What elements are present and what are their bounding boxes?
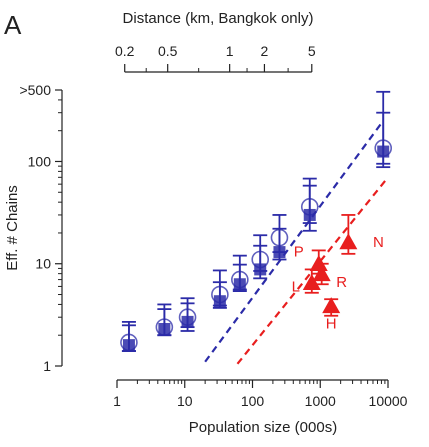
trend-line <box>204 120 385 363</box>
y-tick-label: 100 <box>28 153 52 169</box>
data-point-circle <box>178 308 197 327</box>
panel-label: A <box>4 10 22 40</box>
x-axis-title: Population size (000s) <box>189 419 337 436</box>
data-point-triangle <box>339 233 358 250</box>
data-point-circle <box>155 318 174 336</box>
data-point-circle <box>270 228 289 247</box>
top-axis-title: Distance (km, Bangkok only) <box>123 10 314 27</box>
x-tick-label: 10 <box>177 393 193 409</box>
x-tick-label: 10000 <box>369 393 408 409</box>
data-point-circle <box>300 198 319 216</box>
y-tick-label: >500 <box>19 82 51 98</box>
point-label: P <box>294 244 304 261</box>
point-label: L <box>292 279 300 296</box>
y-tick-label: 10 <box>35 256 51 272</box>
data-point-circle <box>231 270 249 289</box>
top-tick-label: 0.2 <box>115 43 135 59</box>
x-tick-label: 1 <box>113 393 121 409</box>
point-label: R <box>336 274 347 291</box>
data-point-circle <box>251 250 270 269</box>
trend-lines <box>204 120 389 365</box>
data-point-triangle <box>312 265 331 282</box>
top-tick-label: 1 <box>226 43 234 59</box>
y-tick-label: 1 <box>43 358 51 374</box>
x-tick-label: 1000 <box>305 393 336 409</box>
data-point-circle <box>120 333 138 352</box>
point-label: N <box>373 234 384 251</box>
data-point-triangle <box>302 273 321 290</box>
trend-line <box>236 176 389 365</box>
data-point-circle <box>374 139 393 157</box>
top-tick-label: 0.5 <box>158 43 178 59</box>
data-point-triangle <box>322 297 341 314</box>
y-axis-title: Eff. # Chains <box>4 185 21 271</box>
axes: 1 10 100 >500 1 10 100 1000 10000 0.2 0.5 1 2 5 <box>19 43 407 409</box>
data-point-circle <box>211 285 229 304</box>
data-marks: P R L H N <box>120 90 393 352</box>
point-label: H <box>326 316 337 333</box>
x-tick-label: 100 <box>241 393 265 409</box>
top-tick-label: 5 <box>308 43 316 59</box>
top-tick-label: 2 <box>261 43 269 59</box>
